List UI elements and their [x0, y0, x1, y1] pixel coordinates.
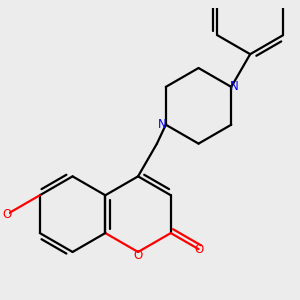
Text: N: N [230, 80, 239, 93]
Text: O: O [134, 250, 143, 262]
Text: N: N [158, 118, 166, 131]
Text: O: O [2, 208, 12, 221]
Text: O: O [194, 243, 203, 256]
